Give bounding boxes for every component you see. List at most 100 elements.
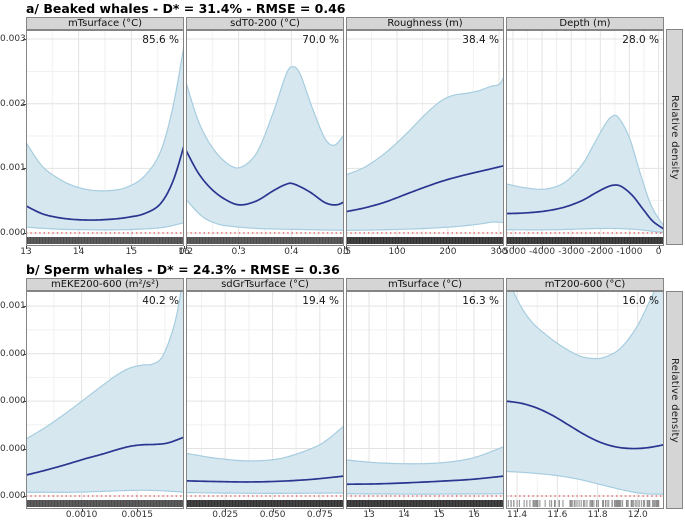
y-axis-tick-mark [23,168,26,170]
x-axis-tick-label: -4000 [528,247,556,257]
x-axis-tick-label: 0.2 [178,247,194,257]
y-axis-tick-label: 0.00100 [0,301,38,312]
x-axis-tick-mark [346,246,347,249]
y-axis-tick-mark [23,353,26,355]
x-axis-tick-mark [131,246,133,249]
x-axis-tick-label: 14 [72,247,85,257]
x-axis-tick-label: 0 [655,247,662,257]
facet-header-meke200-600-m-s-: mEKE200-600 (m²/s²) [26,278,184,291]
x-axis-tick-mark [498,246,500,249]
row-b-ylabel-strip: Relative density [666,291,683,509]
x-axis-tick-mark [291,246,293,249]
x-axis-tick-label: 14 [398,510,410,520]
x-axis-tick-mark [629,246,631,249]
facet-header-mt200-600-c-: mT200-600 (°C) [506,278,664,291]
x-axis-tick-label: -1000 [616,247,643,257]
facet-header-sdt0-200-c-: sdT0-200 (°C) [186,17,344,30]
row-a-title: a/ Beaked whales - D* = 31.4% - RMSE = 0… [26,1,346,16]
row-a-ylabel-strip: Relative density [666,29,683,245]
x-axis-tick-mark [542,246,544,249]
x-axis-tick-label: 0.050 [259,510,286,520]
facet-header-roughness-m-: Roughness (m) [346,17,504,30]
panel-pct-label: 19.4 % [302,295,339,307]
panel-plot-roughness-m-: 38.4 % [346,30,504,246]
x-axis-tick-mark [403,509,405,512]
panel-pct-label: 40.2 % [142,295,179,307]
x-axis-tick-mark [473,509,475,512]
y-axis-tick-label: 0.000 [0,227,26,238]
x-axis-tick-label: -5000 [499,247,527,257]
x-axis-tick-mark [238,246,240,249]
y-axis-tick-mark [23,39,26,41]
panel-plot-sdgrtsurface-c-: 19.4 % [186,291,344,509]
x-axis-tick-label: 13 [20,247,32,257]
panel-plot-meke200-600-m-s-: 40.2 % [26,291,184,509]
y-axis-tick-label: 0.00000 [0,491,38,501]
y-axis-tick-mark [23,306,26,308]
x-axis-tick-label: 11.4 [507,510,528,520]
facet-header-sdgrtsurface-c-: sdGrTsurface (°C) [186,278,344,291]
x-axis-tick-label: 0.025 [212,510,239,520]
x-axis-tick-label: 16 [468,510,480,520]
x-axis-tick-mark [319,509,321,512]
x-axis-tick-mark [517,509,519,512]
y-axis-tick-mark [23,401,26,403]
panel-pct-label: 28.0 % [622,34,659,46]
x-axis-tick-label: 15 [125,247,138,257]
x-axis-tick-label: 0.075 [306,510,333,520]
row-b-title: b/ Sperm whales - D* = 24.3% - RMSE = 0.… [26,262,340,277]
x-axis-tick-label: -2000 [587,247,614,257]
x-axis-tick-label: 0.0015 [121,510,153,520]
y-axis-tick-mark [23,232,26,234]
x-axis-tick-mark [658,246,660,249]
x-axis-tick-mark [557,509,559,512]
x-axis-tick-label: 12.0 [627,510,648,520]
y-axis-tick-mark [23,496,26,497]
x-axis-tick-label: 300 [490,247,508,257]
panel-plot-sdt0-200-c-: 70.0 % [186,30,344,246]
x-axis-tick-mark [439,509,441,512]
x-axis-tick-mark [597,509,599,512]
facet-header-mtsurface-c-: mTsurface (°C) [26,17,184,30]
panel-pct-label: 70.0 % [302,34,339,46]
x-axis-tick-mark [637,509,639,512]
x-axis-tick-label: 0 [343,247,349,257]
panel-plot-mtsurface-c-: 16.3 % [346,291,504,509]
x-axis-tick-mark [81,509,83,512]
x-axis-tick-label: 15 [433,510,445,520]
x-axis-tick-mark [571,246,573,249]
x-axis-tick-label: 0.3 [231,247,246,257]
y-axis-tick-mark [23,448,26,450]
x-axis-tick-mark [512,246,514,249]
x-axis-tick-mark [184,246,185,249]
x-axis-tick-mark [397,246,399,249]
panel-plot-depth-m-: 28.0 % [506,30,664,246]
x-axis-tick-mark [369,509,371,512]
x-axis-tick-mark [225,509,227,512]
x-axis-tick-mark [137,509,139,512]
facet-header-mtsurface-c-: mTsurface (°C) [346,278,504,291]
x-axis-tick-mark [186,246,187,249]
x-axis-tick-label: 11.6 [547,510,568,520]
x-axis-tick-label: 16 [178,247,190,257]
y-axis-tick-label: 0.001 [0,163,26,174]
y-axis-tick-label: 0.00050 [0,396,38,407]
panel-pct-label: 16.0 % [622,295,659,307]
row-b-ylabel: Relative density [669,357,680,443]
x-axis-tick-mark [26,246,27,249]
y-axis-tick-label: 0.00075 [0,348,38,359]
x-axis-tick-label: 100 [388,247,406,257]
panel-pct-label: 16.3 % [462,295,499,307]
y-axis-tick-mark [23,103,26,105]
y-axis-tick-label: 0.002 [0,98,26,109]
x-axis-tick-label: 0.4 [284,247,299,257]
panel-plot-mtsurface-c-: 85.6 % [26,30,184,246]
x-axis-tick-mark [344,246,345,249]
x-axis-tick-mark [272,509,274,512]
x-axis-tick-label: 0.5 [336,247,352,257]
y-axis-tick-label: 0.003 [0,34,26,45]
panel-plot-mt200-600-c-: 16.0 % [506,291,664,509]
y-axis-tick-label: 0.00025 [0,443,38,454]
x-axis-tick-mark [78,246,80,249]
panel-pct-label: 38.4 % [462,34,499,46]
